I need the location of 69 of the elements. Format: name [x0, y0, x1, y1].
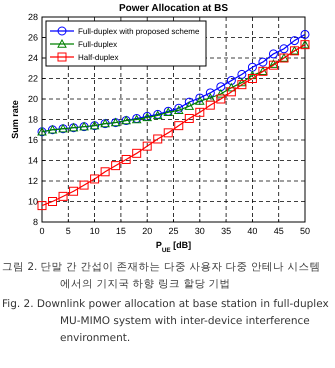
- caption: 그림 2. 단말 간 간섭이 존재하는 다중 사용자 다중 안테나 시스템에서의 기지국 하향 링크 할당 기법: [2, 260, 322, 292]
- legend-label: Full-duplex: [78, 40, 118, 49]
- chart-title: Power Allocation at BS: [118, 3, 228, 14]
- y-tick-label: 10: [28, 196, 38, 206]
- point: [290, 36, 299, 46]
- point: [248, 70, 257, 80]
- point: [142, 142, 152, 151]
- point: [268, 49, 278, 58]
- point: [184, 114, 194, 123]
- legend-label: Full-duplex with proposed scheme: [78, 27, 200, 36]
- y-axis-title: Sum rate: [10, 100, 20, 139]
- y-tick-label: 26: [28, 32, 38, 42]
- point: [100, 167, 110, 176]
- y-tick-label: 8: [32, 217, 38, 227]
- caption: Fig. 2. Downlink power allocation at base station in full-duplex MU-MIMO system with inter-device interference environment.: [2, 297, 330, 346]
- point: [111, 161, 120, 170]
- point: [216, 89, 226, 98]
- point: [195, 96, 204, 105]
- point: [132, 148, 142, 158]
- point: [90, 174, 100, 184]
- point: [248, 74, 257, 83]
- y-tick-label: 18: [28, 114, 38, 124]
- point: [69, 186, 78, 196]
- legend-label: Half-duplex: [78, 53, 118, 62]
- y-tick-label: 14: [28, 156, 38, 166]
- point: [279, 44, 288, 54]
- x-tick-label: 40: [247, 226, 258, 236]
- x-tick-label: 45: [274, 226, 284, 236]
- point: [237, 78, 246, 86]
- point: [184, 102, 194, 110]
- point: [153, 134, 162, 144]
- point: [248, 62, 257, 72]
- y-tick-label: 28: [28, 12, 38, 22]
- point: [237, 80, 246, 90]
- y-tick-label: 20: [28, 94, 38, 104]
- y-tick-label: 24: [28, 53, 38, 63]
- point: [164, 128, 173, 138]
- x-axis-title: P$_{UE}$ [dB]: [156, 240, 192, 254]
- point: [216, 82, 226, 92]
- x-tick-label: 50: [300, 226, 310, 236]
- point: [122, 154, 131, 164]
- y-tick-label: 12: [28, 176, 38, 186]
- point: [195, 93, 204, 102]
- y-tick-label: 16: [28, 135, 38, 145]
- x-tick-label: 5: [66, 226, 71, 236]
- point: [38, 201, 46, 210]
- point: [195, 108, 204, 117]
- point: [174, 121, 184, 130]
- point: [206, 88, 215, 98]
- point: [206, 100, 215, 110]
- point: [216, 94, 226, 104]
- x-tick-label: 15: [116, 226, 126, 236]
- x-tick-label: 25: [168, 226, 179, 236]
- point: [80, 180, 89, 190]
- x-tick-label: 0: [39, 226, 45, 236]
- x-tick-label: 20: [142, 226, 152, 236]
- x-tick-label: 35: [221, 226, 232, 236]
- point: [48, 197, 58, 206]
- y-tick-label: 22: [28, 74, 38, 84]
- point: [58, 192, 68, 201]
- point: [237, 70, 246, 79]
- point: [226, 83, 236, 92]
- point: [300, 30, 310, 39]
- point: [226, 76, 236, 86]
- x-tick-label: 30: [194, 226, 205, 236]
- point: [258, 58, 268, 67]
- point: [226, 87, 236, 96]
- point: [184, 98, 194, 107]
- x-tick-label: 10: [90, 226, 100, 236]
